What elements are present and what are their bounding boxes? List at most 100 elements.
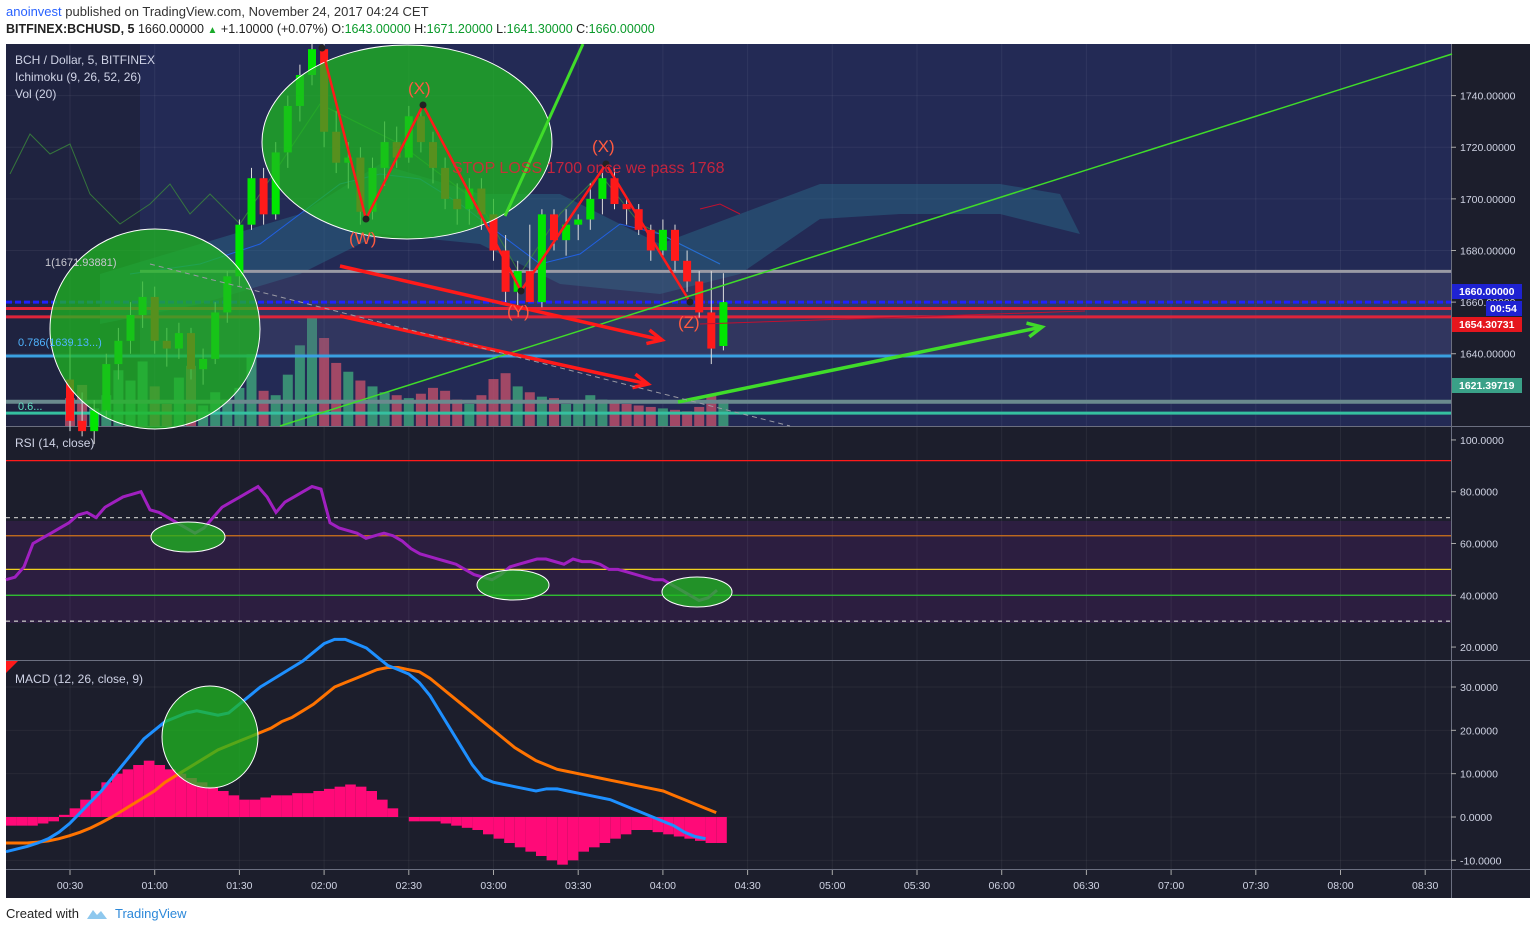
volume-bar [258,390,269,426]
volume-bar [379,392,390,426]
tradingview-logo-icon [86,909,107,919]
wave-point [362,215,370,223]
wave-x1-label: (X) [408,79,431,98]
macd-histogram-bar [684,817,695,839]
macd-histogram-bar [48,817,59,822]
macd-histogram-bar [281,795,293,817]
rsi-line [5,484,718,603]
volume-bar [415,393,426,426]
macd-histogram-bar [705,817,717,843]
macd-histogram-bar [334,786,346,817]
last-price-badge-text: 1660.00000 [1459,286,1515,298]
wave-point [686,298,694,306]
elliott-wave-line [320,47,692,303]
bear-candle [501,250,510,292]
legend-title: BCH / Dollar, 5, BITFINEX [15,53,155,67]
created-with-text: Created with [6,906,79,921]
macd-histogram-bar [313,791,324,817]
volume-bar [657,408,668,426]
rsi-tick-label: 40.0000 [1460,590,1498,602]
macd-histogram-bar [695,817,706,841]
macd-histogram-bar [631,817,642,830]
bear-candle [610,178,619,205]
legend-ichimoku: Ichimoku (9, 26, 52, 26) [15,70,141,84]
time-tick-label: 03:00 [480,880,506,892]
time-tick-label: 05:30 [904,880,930,892]
open-value: 1643.00000 [344,22,411,36]
ichimoku-conversion-line [699,203,741,215]
time-tick-label: 03:30 [565,880,591,892]
high-value: 1671.20000 [426,22,493,36]
time-tick-label: 07:30 [1243,880,1269,892]
close-label: C: [576,22,589,36]
macd-histogram-bar [546,817,558,861]
macd-signal-line [6,666,717,845]
time-tick-label: 04:30 [734,880,760,892]
bear-candle [695,281,704,313]
chart-area[interactable]: 1640.00000 1660.00000 1680.00000 1700.00000… [0,38,1530,900]
volume-bar [524,392,535,426]
macd-histogram-bar [673,817,685,837]
teal-level-badge-text: 1621.39719 [1459,380,1515,392]
macd-histogram-bar [59,814,70,817]
author-link[interactable]: anoinvest [6,4,62,19]
price-tick-label: 1700.00000 [1460,194,1516,206]
ohlc-bar: BITFINEX:BCHUSD, 5 1660.00000 ▲ +1.10000… [6,22,655,36]
volume-bar [585,395,596,426]
user-drawings [49,43,1453,430]
publish-info: anoinvest published on TradingView.com, … [6,4,429,19]
bull-candle [90,410,99,432]
wave-y-label: (Y) [507,302,530,321]
bull-candle [308,49,316,75]
time-tick-label: 01:00 [142,880,168,892]
macd-tick-label: -10.0000 [1460,855,1502,867]
footer: Created with TradingView [0,900,1530,931]
macd-histogram-bar [483,817,494,835]
macd-histogram-bar [663,817,674,835]
volume-bar [633,405,644,426]
bear-candle [707,312,716,349]
macd-histogram-bar [101,782,112,817]
macd-histogram-bar [504,817,515,843]
macd-histogram-bar [610,817,621,839]
macd-histogram-bar [514,817,526,848]
macd-histogram-bar [6,817,17,826]
red-arrow-upper-head [646,328,666,346]
macd-histogram-bar [27,817,38,826]
wave-x2-label: (X) [592,137,615,156]
volume-bar [512,386,523,426]
macd-histogram-bar [249,799,261,817]
volume-bar [234,387,245,426]
macd-histogram-bar [652,817,664,833]
rsi-circle-2 [476,569,550,601]
volume-bar [694,406,705,426]
macd-histogram-bar [165,769,176,817]
macd-histogram-bar [536,817,547,856]
volume-bar [331,362,342,426]
legend-rsi: RSI (14, close) [15,436,94,450]
volume-bar [440,390,451,426]
price-tick-label: 1740.00000 [1460,91,1516,103]
red-level-badge [1452,317,1522,332]
volume-bar [319,338,330,426]
macd-tick-label: 10.0000 [1460,769,1498,781]
grid-lines [6,44,1530,898]
volume-bar [682,411,693,426]
tradingview-brand-link[interactable]: TradingView [114,906,187,921]
macd-histogram-bar [567,817,579,861]
macd-histogram-bar [451,817,462,826]
macd-histogram-bar [154,765,165,817]
volume-bar [391,395,402,426]
bear-candle [622,204,631,210]
bear-candle [489,214,498,251]
macd-histogram-bar [387,808,399,817]
red-arrow-lower [339,314,649,386]
bull-candle [586,198,595,220]
highlight-circle-left [49,228,261,430]
macd-histogram-bar [260,797,271,817]
support-trendline [279,53,1453,427]
time-tick-label: 06:00 [989,880,1015,892]
macd-histogram-bar [345,784,356,817]
bear-candle [66,379,74,421]
time-tick-label: 02:00 [311,880,337,892]
